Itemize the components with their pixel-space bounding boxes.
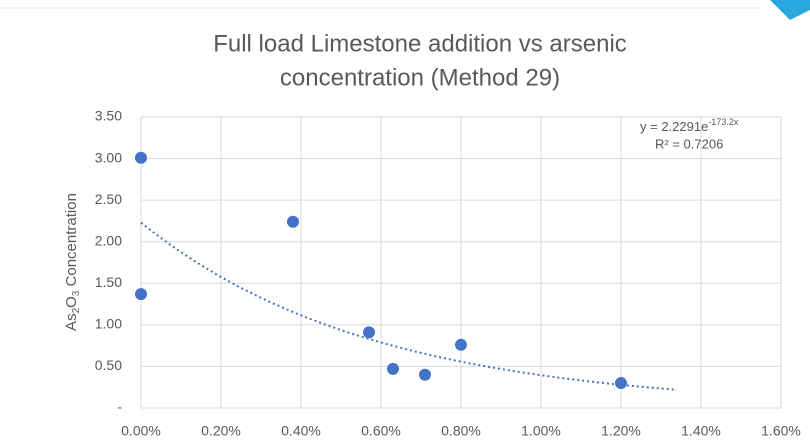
y-tick-label: 3.00 (95, 149, 122, 165)
y-label-sub: 3 (71, 290, 82, 296)
x-tick-label: 1.40% (681, 423, 721, 439)
y-tick-label: 0.50 (95, 357, 122, 373)
x-tick-label: 0.20% (201, 423, 241, 439)
chart-title: concentration (Method 29) (280, 64, 560, 91)
x-tick-label: 1.20% (601, 423, 641, 439)
y-tick-label: 3.50 (95, 108, 122, 124)
equation-exponent: -173.2x (708, 117, 739, 127)
y-label-part: Concentration (63, 193, 80, 291)
y-tick-label: 2.50 (95, 191, 122, 207)
y-label-part: As (63, 313, 80, 331)
x-tick-label: 0.40% (281, 423, 321, 439)
data-point (135, 288, 147, 301)
corner-decoration (770, 0, 810, 20)
x-tick-label: 0.80% (441, 423, 481, 439)
data-point (135, 151, 147, 164)
trend-equation: y = 2.2291e-173.2x (640, 117, 739, 134)
x-tick-label: 1.00% (521, 423, 561, 439)
equation-base: y = 2.2291e (640, 119, 708, 134)
trend-r2: R² = 0.7206 (655, 136, 723, 151)
y-tick-label: 1.50 (95, 274, 122, 290)
x-tick-label: 1.60% (761, 423, 801, 439)
data-point (419, 368, 431, 381)
data-point (363, 326, 375, 339)
y-tick-label: 2.00 (95, 232, 122, 248)
data-point (615, 377, 627, 390)
chart-title: Full load Limestone addition vs arsenic (213, 30, 627, 57)
y-label-sub: 2 (71, 307, 82, 313)
data-point (387, 362, 399, 375)
x-tick-label: 0.00% (121, 423, 161, 439)
y-axis-label: As2O3 Concentration (63, 193, 82, 331)
data-point (455, 338, 467, 351)
y-tick-label: - (117, 399, 122, 415)
y-label-part: O (63, 296, 80, 308)
trendline (140, 221, 678, 391)
y-tick-label: 1.00 (95, 316, 122, 332)
data-point (287, 215, 299, 228)
x-tick-label: 0.60% (361, 423, 401, 439)
